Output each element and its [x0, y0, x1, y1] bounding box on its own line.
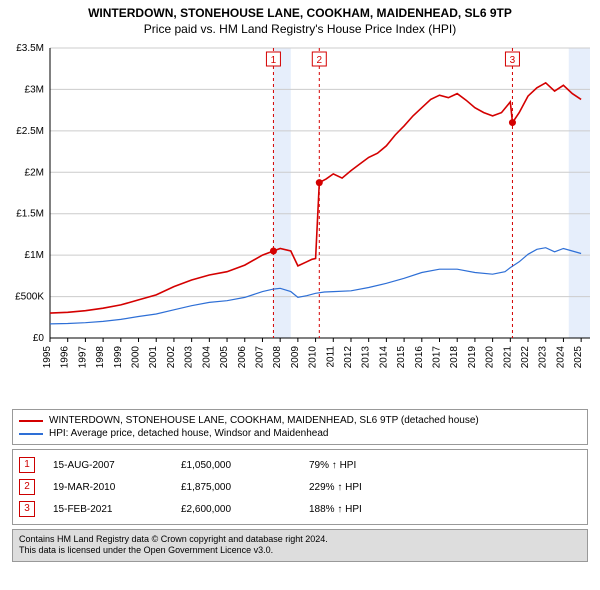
svg-text:2: 2 — [317, 55, 323, 66]
legend-item: HPI: Average price, detached house, Wind… — [19, 427, 581, 440]
svg-text:2020: 2020 — [485, 346, 496, 369]
svg-text:3: 3 — [510, 55, 516, 66]
svg-text:2000: 2000 — [131, 346, 142, 369]
event-delta: 188% ↑ HPI — [309, 504, 581, 515]
svg-text:2011: 2011 — [325, 346, 336, 368]
svg-text:2007: 2007 — [254, 346, 265, 369]
legend-swatch-subject — [19, 420, 43, 422]
event-date: 19-MAR-2010 — [53, 482, 163, 493]
svg-text:2016: 2016 — [414, 346, 425, 369]
svg-text:2003: 2003 — [184, 346, 195, 369]
svg-text:2004: 2004 — [201, 346, 212, 369]
event-date: 15-FEB-2021 — [53, 504, 163, 515]
sale-event-row: 1 15-AUG-2007 £1,050,000 79% ↑ HPI — [19, 454, 581, 476]
event-date: 15-AUG-2007 — [53, 460, 163, 471]
svg-text:£3.5M: £3.5M — [16, 43, 44, 54]
svg-text:2002: 2002 — [166, 346, 177, 369]
attribution: Contains HM Land Registry data © Crown c… — [12, 529, 588, 562]
svg-text:2013: 2013 — [361, 346, 372, 369]
svg-text:£1M: £1M — [25, 250, 44, 261]
svg-text:£2.5M: £2.5M — [16, 126, 44, 137]
svg-text:1: 1 — [271, 55, 277, 66]
legend: WINTERDOWN, STONEHOUSE LANE, COOKHAM, MA… — [12, 409, 588, 445]
svg-text:2024: 2024 — [555, 346, 566, 369]
svg-text:2022: 2022 — [520, 346, 531, 369]
price-chart: £0 £500K £1M £1.5M £2M £2.5M £3M £3.5M 1995 1996 1… — [0, 38, 600, 398]
chart-container: £0 £500K £1M £1.5M £2M £2.5M £3M £3.5M 1995 1996 1… — [0, 38, 600, 403]
svg-text:1996: 1996 — [60, 346, 71, 369]
svg-text:£3M: £3M — [25, 84, 44, 95]
event-marker-icon: 3 — [19, 501, 35, 517]
svg-text:2019: 2019 — [467, 346, 478, 369]
svg-text:£2M: £2M — [25, 167, 44, 178]
event-price: £1,875,000 — [181, 482, 291, 493]
svg-text:1998: 1998 — [95, 346, 106, 369]
attribution-line: This data is licensed under the Open Gov… — [19, 545, 581, 556]
svg-text:2023: 2023 — [538, 346, 549, 369]
svg-text:2006: 2006 — [237, 346, 248, 369]
sale-event-row: 2 19-MAR-2010 £1,875,000 229% ↑ HPI — [19, 476, 581, 498]
event-marker-icon: 2 — [19, 479, 35, 495]
svg-text:2010: 2010 — [308, 346, 319, 369]
legend-label: WINTERDOWN, STONEHOUSE LANE, COOKHAM, MA… — [49, 415, 479, 426]
svg-text:1997: 1997 — [77, 346, 88, 369]
legend-item: WINTERDOWN, STONEHOUSE LANE, COOKHAM, MA… — [19, 414, 581, 427]
event-marker-icon: 1 — [19, 457, 35, 473]
svg-text:£0: £0 — [33, 333, 45, 344]
legend-swatch-hpi — [19, 433, 43, 435]
svg-text:2001: 2001 — [148, 346, 159, 369]
svg-text:2015: 2015 — [396, 346, 407, 369]
svg-text:2021: 2021 — [502, 346, 513, 369]
svg-text:2008: 2008 — [272, 346, 283, 369]
sale-events: 1 15-AUG-2007 £1,050,000 79% ↑ HPI 2 19-… — [12, 449, 588, 525]
attribution-line: Contains HM Land Registry data © Crown c… — [19, 534, 581, 545]
svg-text:£1.5M: £1.5M — [16, 209, 44, 220]
sale-event-row: 3 15-FEB-2021 £2,600,000 188% ↑ HPI — [19, 498, 581, 520]
event-price: £1,050,000 — [181, 460, 291, 471]
event-price: £2,600,000 — [181, 504, 291, 515]
svg-text:1995: 1995 — [42, 346, 53, 369]
event-delta: 229% ↑ HPI — [309, 482, 581, 493]
svg-text:2014: 2014 — [378, 346, 389, 369]
svg-text:2017: 2017 — [432, 346, 443, 369]
chart-title: WINTERDOWN, STONEHOUSE LANE, COOKHAM, MA… — [0, 0, 600, 20]
svg-text:2018: 2018 — [449, 346, 460, 369]
svg-text:2012: 2012 — [343, 346, 354, 369]
svg-text:£500K: £500K — [15, 292, 44, 303]
svg-text:1999: 1999 — [113, 346, 124, 369]
legend-label: HPI: Average price, detached house, Wind… — [49, 428, 328, 439]
svg-text:2009: 2009 — [290, 346, 301, 369]
svg-text:2005: 2005 — [219, 346, 230, 369]
chart-subtitle: Price paid vs. HM Land Registry's House … — [0, 20, 600, 38]
svg-text:2025: 2025 — [573, 346, 584, 369]
event-delta: 79% ↑ HPI — [309, 460, 581, 471]
